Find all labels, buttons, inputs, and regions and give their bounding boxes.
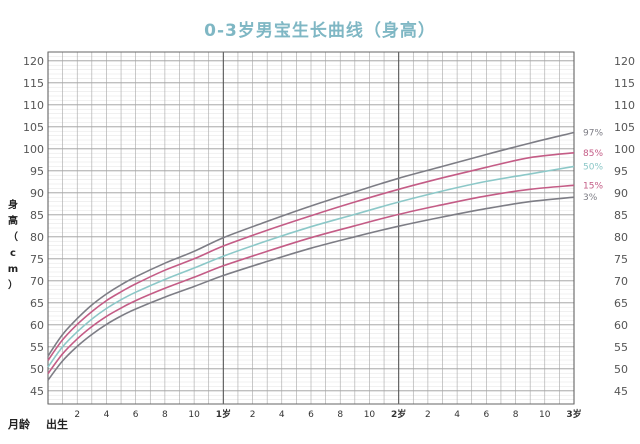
y-tick-left: 75 [30,253,44,266]
x-tick-label: 8 [513,410,519,420]
axis-labels: 月龄 出生 身高 （ cm ） [7,198,68,431]
y-tick-left: 120 [23,55,44,68]
series-label-1: 85% [583,149,603,159]
series-label-3: 15% [583,181,603,191]
y-tick-right: 115 [614,77,635,90]
x-tick-label: 10 [364,410,376,420]
y-tick-left: 80 [30,231,44,244]
series-label-2: 50% [583,162,603,172]
x-tick-label: 8 [337,410,343,420]
y-tick-left: 50 [30,363,44,376]
y-tick-right: 105 [614,121,635,134]
chart-title: 0-3岁男宝生长曲线（身高） [204,20,436,41]
y-tick-right: 60 [614,319,628,332]
x-tick-label: 2 [74,410,80,420]
series-label-0: 97% [583,129,603,139]
x-tick-label: 2 [425,410,431,420]
x-tick-label: 2 [250,410,256,420]
y-tick-right: 45 [614,385,628,398]
y-tick-right: 100 [614,143,635,156]
y-tick-right: 75 [614,253,628,266]
y-tick-right: 110 [614,99,635,112]
plot-frame [47,51,575,405]
series-line-0 [47,131,575,357]
y-tick-left: 55 [30,341,44,354]
y-tick-left: 105 [23,121,44,134]
y-tick-left: 60 [30,319,44,332]
y-axis-label-char: 身 [8,198,18,211]
y-tick-right: 55 [614,341,628,354]
y-tick-right: 80 [614,231,628,244]
x-tick-label: 3岁 [566,408,581,420]
series-line-2 [47,165,575,368]
y-tick-right: 70 [614,275,628,288]
series-label-4: 3% [583,193,598,203]
y-tick-right: 85 [614,209,628,222]
x-tick-label: 6 [133,410,139,420]
y-tick-right: 90 [614,187,628,200]
x-tick-label: 6 [483,410,489,420]
y-tick-right: 120 [614,55,635,68]
y-tick-left: 95 [30,165,44,178]
birth-label: 出生 [46,417,68,431]
series-line-4 [47,196,575,381]
x-tick-label: 2岁 [391,408,406,420]
y-tick-left: 90 [30,187,44,200]
y-tick-left: 110 [23,99,44,112]
y-tick-right: 50 [614,363,628,376]
x-tick-label: 4 [104,410,110,420]
y-axis-label-char: ） [8,278,18,291]
x-axis-label: 月龄 [7,417,31,431]
x-tick-label: 10 [539,410,551,420]
y-axis-label-char: （ [8,230,18,243]
x-tick-label: 1岁 [216,408,231,420]
y-axis-label-char: c [10,248,16,259]
y-tick-left: 45 [30,385,44,398]
y-axis-label-char: 高 [8,214,18,227]
series-line-1 [47,152,575,361]
tick-labels: 45 45 50 50 55 55 60 60 65 65 70 70 75 75 80 80 85 85 90 90… [23,55,635,420]
y-tick-left: 65 [30,297,44,310]
y-tick-left: 85 [30,209,44,222]
x-tick-label: 4 [454,410,460,420]
series-lines: 97% 85% 50% 15% 3% [47,129,603,381]
y-tick-right: 65 [614,297,628,310]
grid [47,51,575,405]
y-axis-label-char: m [8,264,18,275]
x-tick-label: 10 [188,410,200,420]
x-tick-label: 4 [279,410,285,420]
y-tick-left: 115 [23,77,44,90]
y-tick-left: 70 [30,275,44,288]
series-line-3 [47,184,575,375]
y-tick-right: 95 [614,165,628,178]
x-tick-label: 8 [162,410,168,420]
y-tick-left: 100 [23,143,44,156]
x-tick-label: 6 [308,410,314,420]
